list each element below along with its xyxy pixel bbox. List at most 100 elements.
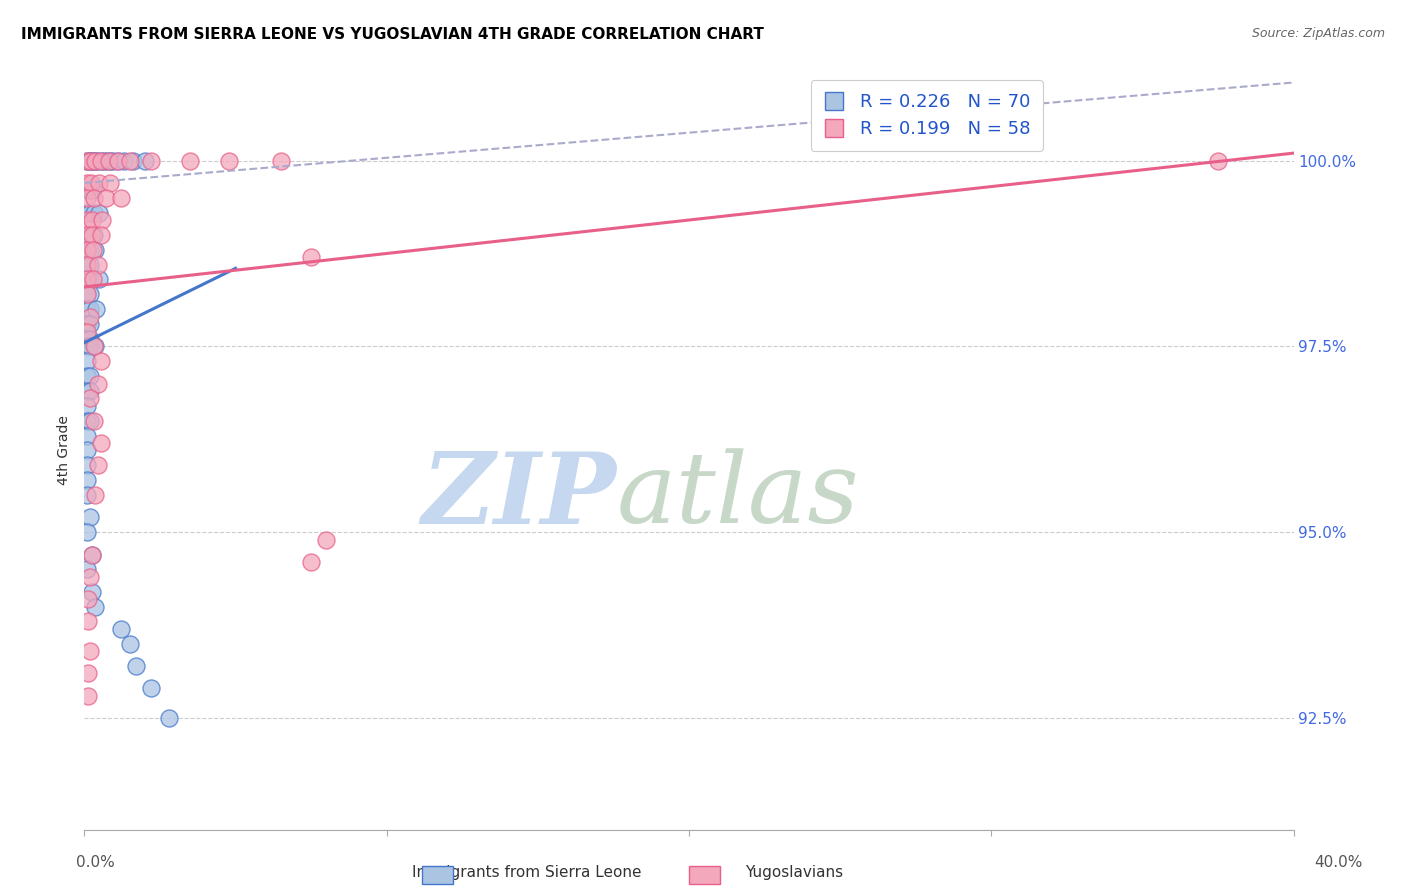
Point: [79, 183, 101, 197]
Point: [79, 243, 101, 257]
Point: [79, 310, 101, 324]
Point: [76, 243, 98, 257]
Text: Source: ZipAtlas.com: Source: ZipAtlas.com: [1251, 27, 1385, 40]
Point: [90, 436, 112, 450]
Point: [76, 243, 98, 257]
Point: [77, 666, 100, 681]
Point: [94, 191, 117, 205]
Point: [76, 384, 98, 398]
Point: [125, 659, 148, 673]
Point: [80, 153, 103, 168]
Point: [76, 213, 98, 227]
Point: [90, 153, 112, 168]
Point: [79, 570, 101, 584]
Point: [82, 243, 104, 257]
Point: [76, 272, 98, 286]
Point: [76, 258, 98, 272]
Point: [134, 153, 156, 168]
Point: [76, 227, 98, 242]
Point: [84, 153, 107, 168]
Point: [90, 153, 112, 168]
Point: [98, 153, 121, 168]
Point: [82, 153, 104, 168]
Point: [79, 369, 101, 384]
Point: [87, 258, 110, 272]
Point: [77, 615, 100, 629]
Point: [86, 153, 108, 168]
Point: [76, 205, 98, 219]
Point: [84, 488, 107, 502]
Point: [76, 399, 98, 413]
Point: [87, 376, 110, 391]
Point: [112, 153, 135, 168]
Point: [76, 258, 98, 272]
Y-axis label: 4th Grade: 4th Grade: [58, 416, 72, 485]
Point: [76, 287, 98, 301]
Point: [89, 176, 111, 190]
Point: [107, 153, 129, 168]
Point: [179, 153, 201, 168]
Point: [76, 488, 98, 502]
Point: [76, 325, 98, 339]
Point: [76, 183, 98, 197]
Point: [76, 317, 98, 331]
Point: [84, 599, 107, 614]
Point: [101, 153, 124, 168]
Point: [218, 153, 240, 168]
Point: [77, 592, 100, 607]
Point: [79, 317, 101, 331]
Point: [93, 153, 115, 168]
Point: [80, 213, 103, 227]
Point: [76, 414, 98, 428]
Point: [79, 392, 101, 406]
Text: Yugoslavians: Yugoslavians: [745, 865, 844, 880]
Point: [139, 681, 162, 696]
Point: [84, 339, 107, 353]
Point: [77, 153, 100, 168]
Point: [82, 272, 104, 286]
Point: [79, 414, 101, 428]
Point: [98, 176, 121, 190]
Point: [76, 227, 98, 242]
Point: [79, 510, 101, 524]
Point: [118, 153, 141, 168]
Point: [79, 384, 101, 398]
Point: [77, 689, 100, 703]
Point: [82, 183, 104, 197]
Legend: R = 0.226   N = 70, R = 0.199   N = 58: R = 0.226 N = 70, R = 0.199 N = 58: [811, 80, 1043, 151]
Point: [76, 354, 98, 368]
Point: [79, 644, 101, 658]
Point: [76, 369, 98, 384]
Point: [80, 548, 103, 562]
Point: [79, 205, 101, 219]
Point: [90, 227, 112, 242]
Point: [84, 153, 107, 168]
Point: [80, 176, 103, 190]
Point: [89, 272, 111, 286]
Point: [76, 176, 98, 190]
Point: [83, 414, 105, 428]
Point: [79, 339, 101, 353]
Point: [97, 153, 120, 168]
Text: 0.0%: 0.0%: [76, 855, 115, 870]
Point: [96, 153, 118, 168]
Point: [139, 153, 162, 168]
Point: [79, 258, 101, 272]
Text: Immigrants from Sierra Leone: Immigrants from Sierra Leone: [412, 865, 643, 880]
Point: [121, 153, 143, 168]
Point: [80, 584, 103, 599]
Point: [315, 533, 337, 547]
Point: [89, 205, 111, 219]
Point: [76, 332, 98, 346]
Point: [76, 428, 98, 442]
Point: [80, 227, 103, 242]
Point: [84, 302, 107, 317]
Point: [80, 548, 103, 562]
Text: atlas: atlas: [616, 449, 859, 543]
Point: [79, 272, 101, 286]
Point: [270, 153, 292, 168]
Point: [110, 622, 132, 636]
Point: [76, 302, 98, 317]
Point: [76, 153, 98, 168]
Point: [83, 339, 105, 353]
